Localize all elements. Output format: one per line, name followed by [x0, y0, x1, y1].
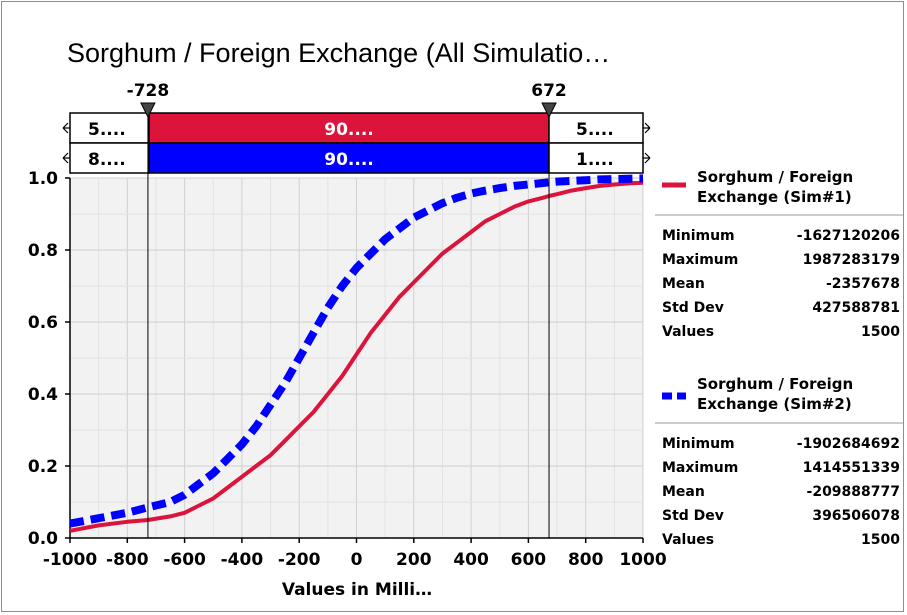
legend-sim1-label-line1: Sorghum / Foreign	[697, 168, 853, 186]
left-marker-label: -728	[127, 81, 170, 101]
band1-left-arrow-icon	[62, 122, 70, 134]
legend-sim2-stats: Minimum -1902684692 Maximum 1414551339 Mean -…	[662, 436, 900, 548]
chart-title: Sorghum / Foreign Exchange (All Simulati…	[67, 38, 610, 68]
band2-left-label: 8....	[88, 150, 126, 170]
x-tick-label: -800	[106, 550, 149, 570]
band1-left-label: 5....	[88, 120, 126, 140]
x-tick-label: -1000	[43, 550, 98, 570]
stat-value: -1902684692	[797, 436, 900, 452]
stat-value: -2357678	[826, 276, 900, 292]
x-tick-label: 0	[351, 550, 363, 570]
series-lines	[69, 174, 644, 533]
x-tick-label: 800	[568, 550, 604, 570]
x-tick-label: -200	[278, 550, 321, 570]
legend-sim1-label-line2: Exchange (Sim#1)	[697, 188, 852, 206]
band2-middle-box[interactable]	[148, 142, 550, 174]
stat-label: Mean	[662, 484, 705, 500]
stat-label: Values	[662, 532, 714, 548]
stat-label: Std Dev	[662, 508, 724, 524]
y-tick-label: 0.4	[28, 385, 58, 405]
band2-right-label: 1....	[576, 150, 614, 170]
y-tick-label: 0.8	[28, 241, 58, 261]
stat-value: 1414551339	[803, 460, 900, 476]
x-tick-label: 1000	[619, 550, 666, 570]
legend-sim2-label-line2: Exchange (Sim#2)	[697, 395, 852, 413]
band1-middle-label: 90....	[324, 120, 374, 140]
band2-middle-label: 90....	[324, 150, 374, 170]
axes: -1000 -800 -600 -400 -200 0 200 400 600 800 1000 0.…	[28, 169, 667, 570]
legend-sim1-stats: Minimum -1627120206 Maximum 1987283179 Mean -…	[662, 228, 900, 340]
y-tick-label: 1.0	[28, 169, 58, 189]
stat-value: 1500	[861, 324, 900, 340]
legend: Sorghum / Foreign Exchange (Sim#1) Minim…	[655, 168, 904, 548]
marker-lines	[140, 102, 557, 538]
x-axis-label: Values in Milli…	[282, 580, 432, 600]
series-sim2-line	[69, 174, 644, 528]
delimiter-bands: 5.... 90.... 5.... 8.... 90.... 1....	[62, 112, 651, 174]
stat-value: 1987283179	[803, 252, 900, 268]
stat-label: Values	[662, 324, 714, 340]
x-tick-label: 200	[396, 550, 432, 570]
x-tick-label: 600	[511, 550, 547, 570]
stat-value: -209888777	[807, 484, 900, 500]
stat-value: -1627120206	[797, 228, 900, 244]
y-tick-label: 0.2	[28, 457, 58, 477]
y-tick-label: 0.6	[28, 313, 58, 333]
stat-label: Std Dev	[662, 300, 724, 316]
stat-label: Maximum	[662, 460, 738, 476]
x-tick-label: 400	[453, 550, 489, 570]
legend-sim2-label-line1: Sorghum / Foreign	[697, 375, 853, 393]
band2-right-arrow-icon	[643, 152, 651, 164]
series-sim1-line	[69, 180, 644, 533]
stat-value: 396506078	[812, 508, 900, 524]
right-marker-handle-icon[interactable]	[541, 102, 557, 119]
band2-left-arrow-icon	[62, 152, 70, 164]
stat-label: Minimum	[662, 436, 735, 452]
stat-value: 427588781	[812, 300, 900, 316]
band1-right-arrow-icon	[643, 122, 651, 134]
stat-label: Minimum	[662, 228, 735, 244]
stat-label: Maximum	[662, 252, 738, 268]
x-tick-label: -600	[163, 550, 206, 570]
stat-value: 1500	[861, 532, 900, 548]
stat-label: Mean	[662, 276, 705, 292]
y-tick-label: 0.0	[28, 529, 58, 549]
left-marker-handle-icon[interactable]	[140, 102, 156, 119]
right-marker-label: 672	[531, 81, 567, 101]
band1-right-label: 5....	[576, 120, 614, 140]
x-tick-label: -400	[221, 550, 264, 570]
